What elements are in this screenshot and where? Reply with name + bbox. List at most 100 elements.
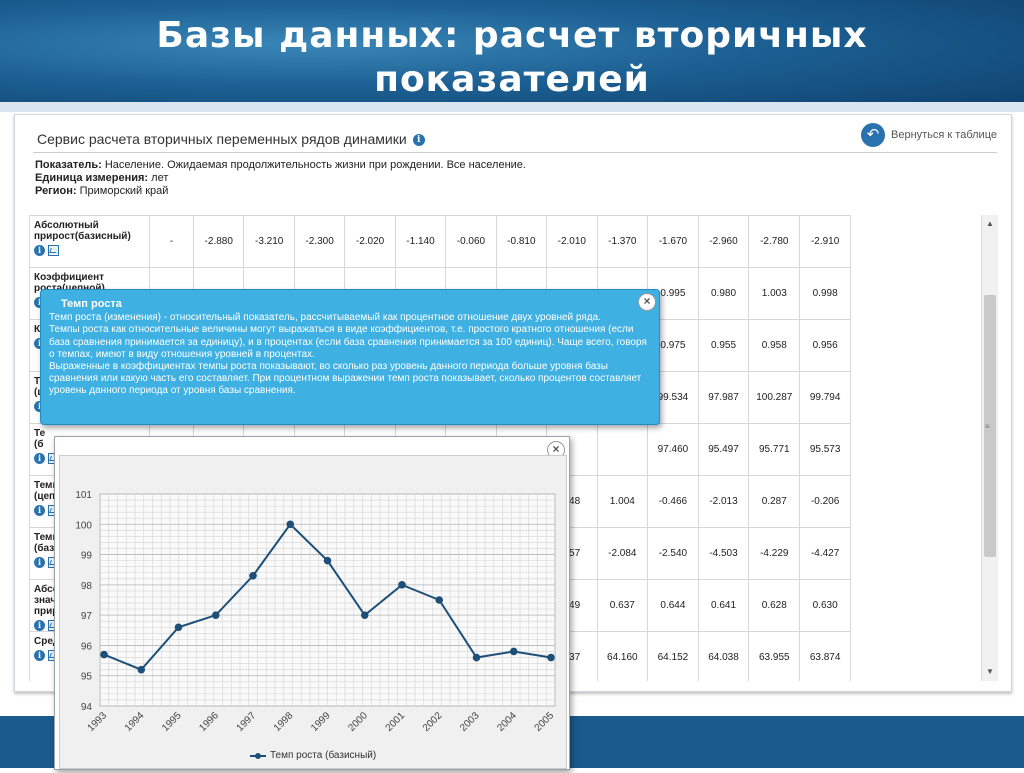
table-cell: 0.998 xyxy=(799,267,851,320)
table-cell: -0.060 xyxy=(445,215,497,268)
row-label-line: Темп xyxy=(34,480,59,491)
data-point xyxy=(547,653,555,662)
table-cell: -4.503 xyxy=(697,527,750,580)
table-cell: 99.794 xyxy=(799,371,851,424)
info-icon[interactable]: i xyxy=(34,505,45,516)
info-icon[interactable]: i xyxy=(34,297,45,308)
row-label-line: Те xyxy=(34,428,46,439)
table-cell: 95.497 xyxy=(697,423,750,476)
info-icon[interactable]: i xyxy=(34,557,45,568)
chart-legend: Темп роста (базисный) xyxy=(250,750,376,761)
scroll-down-arrow-icon[interactable]: ▼ xyxy=(986,667,994,676)
table-cell: 95.573 xyxy=(799,423,851,476)
data-point xyxy=(249,571,257,580)
vertical-scrollbar[interactable]: ▲ ≡ ▼ xyxy=(981,215,998,681)
info-icon[interactable]: i xyxy=(34,245,45,256)
table-cell: -2.960 xyxy=(697,215,750,268)
data-point xyxy=(360,611,369,619)
table-cell: -4.427 xyxy=(799,527,851,580)
table-cell: -2.780 xyxy=(748,215,801,268)
x-tick-label: 2003 xyxy=(458,710,482,734)
legend-marker-icon xyxy=(250,751,266,761)
x-tick-label: 1995 xyxy=(160,710,184,734)
table-cell: - xyxy=(148,215,195,268)
row-label-line: роста(цепной) xyxy=(34,283,145,294)
row-label-line: Темп xyxy=(34,532,59,543)
close-icon[interactable]: × xyxy=(547,441,565,459)
row-label-line: значе xyxy=(34,595,62,606)
row-label-line: Коэффициент xyxy=(34,272,105,283)
x-tick-label: 1996 xyxy=(197,710,221,734)
x-tick-label: 1997 xyxy=(235,710,259,734)
meta-region-value: Приморский край xyxy=(79,185,169,197)
service-title: Сервис расчета вторичных переменных рядо… xyxy=(37,131,425,147)
table-cell: -0.206 xyxy=(799,475,851,528)
data-point xyxy=(211,611,220,619)
info-icon[interactable]: i xyxy=(412,134,425,147)
info-icon[interactable]: i xyxy=(34,650,45,661)
tooltip-paragraph: Темп роста (изменения) - относительный п… xyxy=(49,312,601,324)
data-point xyxy=(100,650,108,659)
x-tick-label: 2004 xyxy=(495,710,519,734)
y-tick-label: 98 xyxy=(81,581,93,592)
tooltip-growth-rate: Темп роста Темп роста (изменения) - отно… xyxy=(40,289,660,425)
table-row: Абсолютный прирост(базисный) i - -2.880 -3.21… xyxy=(29,215,851,268)
row-label-line: Те xyxy=(34,376,145,387)
service-title-text: Сервис расчета вторичных переменных рядо… xyxy=(37,131,407,147)
table-cell: -2.020 xyxy=(344,215,396,268)
info-icon[interactable]: i xyxy=(34,620,45,631)
data-point xyxy=(509,647,518,656)
info-icon[interactable]: i xyxy=(34,401,45,412)
row-label: Абсолютный прирост(базисный) i xyxy=(29,215,150,268)
x-tick-label: 1994 xyxy=(123,710,147,734)
meta-region-label: Регион: xyxy=(35,185,77,197)
close-icon[interactable]: × xyxy=(638,293,656,311)
x-tick-label: 2001 xyxy=(384,710,408,734)
table-cell: 63.874 xyxy=(799,631,851,681)
row-label-line: Абсолютный xyxy=(34,220,99,231)
table-cell: 1.004 xyxy=(596,475,649,528)
table-cell: 0.628 xyxy=(748,579,801,632)
meta-region: Регион: Приморский край xyxy=(35,185,526,198)
meta-indicator-label: Показатель: xyxy=(35,159,102,171)
scroll-thumb[interactable] xyxy=(984,295,996,557)
row-label-line: приро xyxy=(34,606,65,617)
table-cell: 0.641 xyxy=(697,579,750,632)
back-to-table-button[interactable]: ↶ Вернуться к таблице xyxy=(861,123,997,147)
data-point xyxy=(472,653,481,662)
table-cell: 0.958 xyxy=(748,319,801,372)
table-cell: 64.160 xyxy=(596,631,649,681)
chart-area: 94 95 96 97 98 99 100 101 1993 1994 1995 1996 1997 19… xyxy=(59,455,567,769)
table-cell: -1.670 xyxy=(647,215,699,268)
data-point xyxy=(323,556,332,565)
x-tick-label: 1993 xyxy=(86,710,110,734)
table-cell: -2.540 xyxy=(647,527,699,580)
back-arrow-icon: ↶ xyxy=(861,123,885,147)
table-cell: 95.771 xyxy=(748,423,801,476)
table-cell: 1.003 xyxy=(748,267,801,320)
table-cell xyxy=(596,423,649,476)
x-tick-label: 2002 xyxy=(421,710,445,734)
table-cell: 63.955 xyxy=(748,631,801,681)
scroll-grip-icon: ≡ xyxy=(985,422,990,431)
info-icon[interactable]: i xyxy=(34,453,45,464)
table-cell: 0.955 xyxy=(697,319,750,372)
y-tick-label: 96 xyxy=(81,641,93,652)
row-label-line: Сред xyxy=(34,636,60,647)
row-icons: i xyxy=(34,245,145,256)
tooltip-paragraph: Темпы роста как относительные величины м… xyxy=(49,324,647,360)
row-label-line: прирост(базисный) xyxy=(34,231,131,242)
row-label-line: (б xyxy=(34,439,44,450)
table-cell: 97.460 xyxy=(647,423,699,476)
slide-header xyxy=(0,0,1024,112)
chart-icon[interactable] xyxy=(48,245,59,256)
table-cell: 64.038 xyxy=(697,631,750,681)
table-cell: -1.140 xyxy=(394,215,447,268)
scroll-up-arrow-icon[interactable]: ▲ xyxy=(986,219,994,228)
table-cell: -2.300 xyxy=(293,215,346,268)
chart-popup: × 94 95 96 97 98 99 100 101 1993 1994 1995 1996 1997… xyxy=(54,436,570,770)
table-cell: -2.010 xyxy=(546,215,598,268)
y-tick-label: 101 xyxy=(75,490,92,501)
meta-indicator: Показатель: Население. Ожидаемая продолж… xyxy=(35,159,526,172)
info-icon[interactable]: i xyxy=(34,338,45,349)
